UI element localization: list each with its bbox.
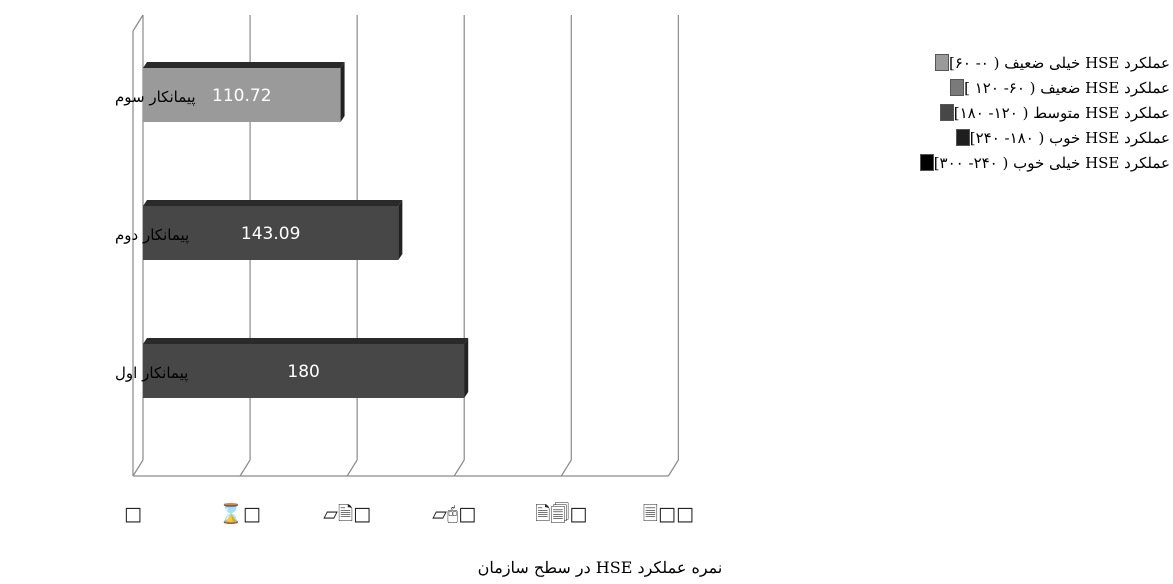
bar-front (143, 68, 341, 122)
category-label: پیمانکار اول (115, 364, 188, 383)
bar-front (143, 206, 399, 260)
legend-item: عملکرد HSE خیلی خوب ( ۲۴۰- ۳۰۰] (860, 150, 1170, 175)
data-label: 110.72 (212, 86, 271, 106)
legend: عملکرد HSE خیلی ضعیف ( ۰- ۶۰] عملکرد HSE … (860, 50, 1170, 175)
legend-item: عملکرد HSE خوب ( ۱۸۰- ۲۴۰] (860, 125, 1170, 150)
legend-item: عملکرد HSE ضعیف ( ۶۰- ۱۲۰ ] (860, 75, 1170, 100)
legend-swatch (950, 79, 965, 96)
bar-top (143, 200, 403, 206)
x-axis-title: نمره عملکرد HSE در سطح سازمان (478, 558, 723, 577)
x-tick-label: □ (124, 503, 142, 525)
category-label: پیمانکار دوم (115, 226, 189, 245)
bar-side (340, 62, 345, 122)
legend-swatch (939, 104, 954, 121)
gridline-depth (346, 459, 358, 477)
y-axis-depth (132, 14, 144, 32)
x-tick-label: 🗎🗐□ (535, 502, 587, 525)
bar-side (398, 200, 403, 260)
legend-swatch (919, 154, 934, 171)
legend-label: عملکرد HSE ضعیف ( ۶۰- ۱۲۰ ] (964, 78, 1170, 97)
x-tick-label: ⌛□ (219, 502, 261, 525)
x-tick-label: ▱🖰□ (432, 503, 476, 525)
legend-item: عملکرد HSE خیلی ضعیف ( ۰- ۶۰] (860, 50, 1170, 75)
bars-group: 110.72 143.09 180 (143, 62, 469, 398)
legend-item: عملکرد HSE متوسط ( ۱۲۰- ۱۸۰] (860, 100, 1170, 125)
data-label: 143.09 (241, 224, 300, 244)
legend-swatch (934, 54, 949, 71)
gridline-depth (132, 459, 144, 477)
x-tick-labels: □ ⌛□ ▱🗎□ ▱🖰□ 🗎🗐□ 🗏□□ (124, 502, 694, 525)
category-labels: پیمانکار سوم پیمانکار دوم پیمانکار اول (115, 88, 196, 383)
gridline-depth (239, 459, 251, 477)
x-tick-label: 🗏□□ (643, 503, 694, 525)
category-label: پیمانکار سوم (115, 88, 196, 107)
gridline-depth (453, 459, 465, 477)
legend-label: عملکرد HSE خیلی ضعیف ( ۰- ۶۰] (948, 53, 1170, 72)
gridline-depth (667, 459, 679, 477)
bar: 180 (143, 338, 469, 398)
bar: 110.72 (143, 62, 345, 122)
bar-top (143, 338, 469, 344)
bar-top (143, 62, 345, 68)
bar-side (464, 338, 469, 398)
legend-label: عملکرد HSE خیلی خوب ( ۲۴۰- ۳۰۰] (933, 153, 1170, 172)
data-label: 180 (287, 362, 319, 382)
legend-label: عملکرد HSE خوب ( ۱۸۰- ۲۴۰] (969, 128, 1170, 147)
legend-label: عملکرد HSE متوسط ( ۱۲۰- ۱۸۰] (953, 103, 1170, 122)
x-tick-label: ▱🗎□ (323, 503, 371, 525)
legend-swatch (955, 129, 970, 146)
bar-front (143, 344, 465, 398)
gridline-depth (560, 459, 572, 477)
bar: 143.09 (143, 200, 403, 260)
